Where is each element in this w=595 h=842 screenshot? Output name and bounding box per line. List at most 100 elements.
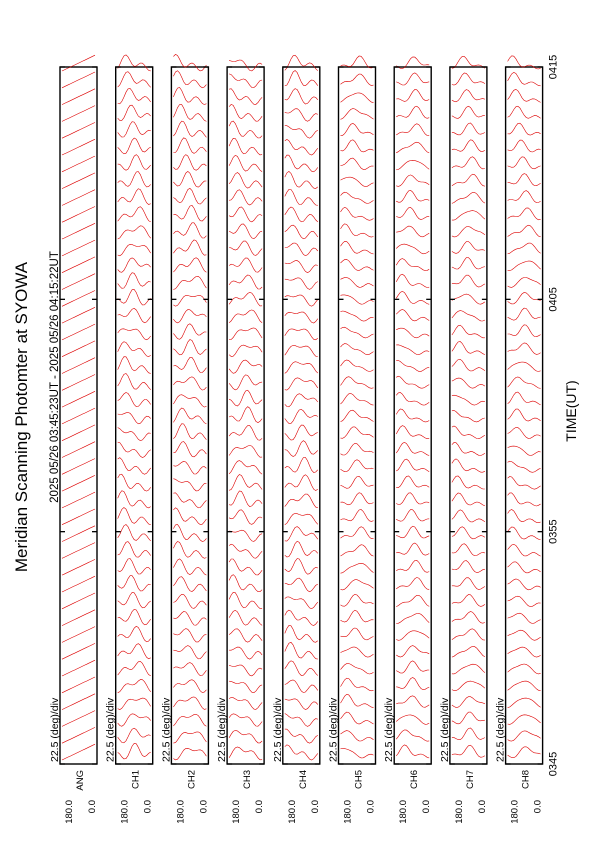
sweep-line (284, 361, 319, 374)
sweep-line (173, 524, 207, 542)
sweep-line (173, 171, 207, 188)
sweep-line (396, 159, 430, 171)
y-tick-label: 180.0 (120, 800, 131, 824)
sweep-line (117, 88, 151, 105)
sweep-line (451, 358, 486, 372)
sweep-line (507, 260, 541, 271)
sweep-line (173, 628, 207, 643)
sweep-line (396, 630, 430, 641)
sweep-line (451, 696, 486, 708)
sweep-line (284, 660, 319, 676)
sweep-line (228, 746, 263, 761)
sweep-line (507, 445, 541, 456)
sweep-line (507, 746, 541, 759)
sweep-line (117, 473, 151, 492)
channel-label: CH5 (354, 770, 365, 789)
sweep-line (507, 156, 541, 170)
sweep-line (173, 662, 207, 677)
sweep-line (284, 277, 318, 290)
sweep-line (173, 492, 207, 509)
sweep-line (507, 242, 541, 255)
sweep-line (228, 713, 263, 727)
sweep-line (507, 277, 541, 288)
sweep-line (451, 425, 486, 440)
channel-label: CH1 (131, 770, 142, 789)
sweep-line (340, 748, 374, 759)
sweep-line (507, 427, 541, 439)
y-tick-label: 0.0 (143, 800, 154, 813)
sweep-line (451, 293, 486, 305)
sweep-line (61, 475, 96, 492)
sweep-line (340, 492, 374, 506)
sweep-line (173, 541, 207, 559)
channel-label: CH2 (186, 770, 197, 789)
sweep-line (61, 189, 96, 206)
sweep-line (340, 442, 374, 456)
sweep-line (451, 646, 486, 658)
sweep-line (396, 89, 430, 102)
sweep-line (507, 292, 541, 305)
sweep-line (396, 141, 430, 154)
sweep-line (451, 257, 485, 270)
sweep-line (228, 274, 263, 290)
sweep-line (340, 73, 374, 86)
sweep-line (451, 122, 486, 136)
sweep-line (61, 609, 96, 626)
sweep-line (117, 356, 151, 374)
sweep-line (117, 104, 151, 121)
sweep-line (395, 392, 430, 406)
sweep-line (340, 191, 374, 204)
sweep-line (396, 105, 430, 119)
sweep-line (396, 559, 430, 573)
sweep-line (61, 122, 96, 139)
sweep-line (284, 526, 319, 542)
y-tick-label: 180.0 (287, 800, 298, 824)
sweep-line (284, 424, 318, 441)
channel-label: CH6 (409, 770, 420, 789)
sweep-line (396, 207, 430, 220)
sweep-line (451, 560, 485, 573)
sweep-line (507, 139, 541, 153)
sweep-line (173, 576, 207, 592)
sweep-line (507, 680, 541, 691)
sweep-line (229, 240, 263, 256)
sweep-line (340, 579, 374, 591)
sweep-line (396, 492, 430, 505)
sweep-line (61, 223, 96, 240)
sweep-line (507, 561, 541, 574)
sweep-line (396, 475, 430, 488)
y-tick-label: 180.0 (398, 800, 409, 824)
x-tick-label: 0345 (548, 752, 560, 776)
sweep-line (61, 172, 96, 189)
sweep-line (61, 508, 96, 525)
sweep-line (284, 393, 319, 408)
sweep-line (229, 490, 263, 507)
sweep-line (173, 295, 207, 307)
sweep-line (340, 677, 374, 692)
sweep-line (451, 543, 485, 557)
sweep-line (61, 407, 96, 425)
sweep-line (396, 695, 430, 708)
sweep-line (61, 391, 96, 408)
sweep-line (451, 577, 486, 590)
sweep-line (229, 646, 263, 660)
sweep-line (507, 526, 541, 540)
sweep-line (173, 507, 207, 525)
sweep-line (61, 727, 96, 744)
sweep-line (507, 543, 541, 557)
y-tick-label: 0.0 (533, 800, 544, 813)
sweep-line (451, 173, 485, 187)
sweep-line (284, 625, 318, 643)
sweep-line (228, 543, 263, 559)
sweep-line (173, 696, 207, 710)
sweep-line (395, 729, 430, 742)
sweep-line (61, 54, 96, 72)
sweep-line (507, 361, 541, 372)
sweep-line (340, 92, 374, 103)
sweep-line (396, 375, 430, 389)
sweep-line (117, 441, 151, 458)
sweep-line (117, 679, 151, 694)
